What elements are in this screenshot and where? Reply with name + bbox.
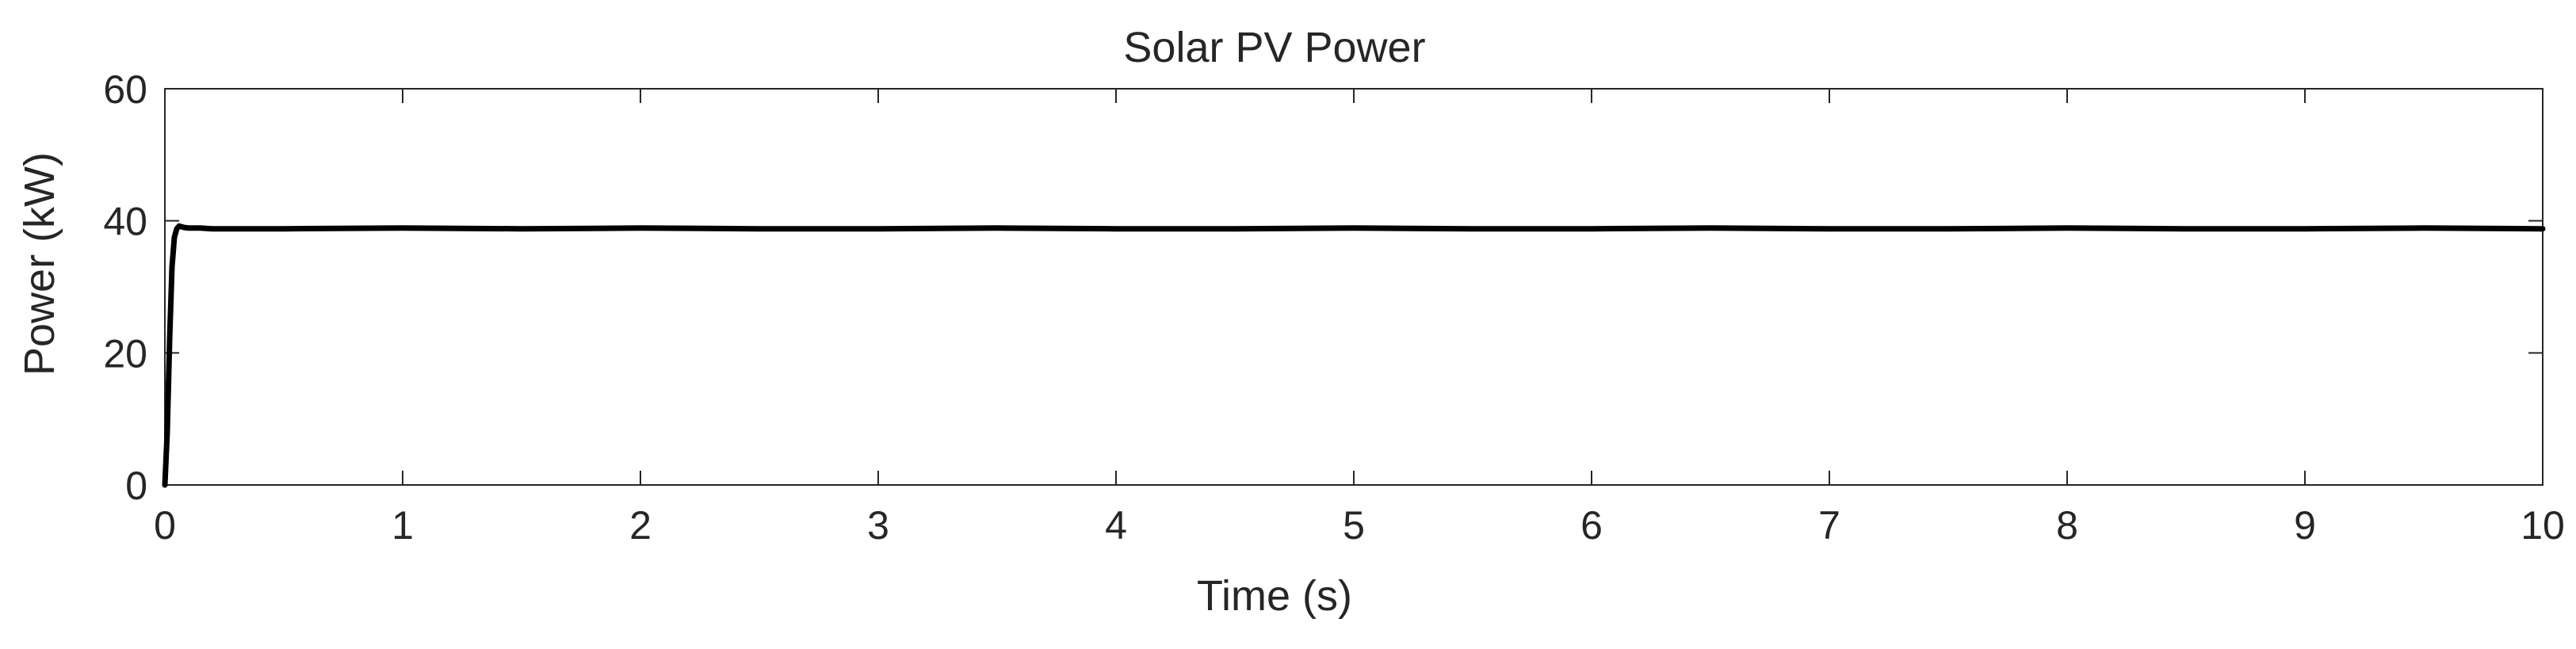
- x-tick-label: 6: [1580, 503, 1603, 548]
- x-tick-label: 3: [867, 503, 889, 548]
- x-tick-label: 8: [2056, 503, 2078, 548]
- x-tick-label: 10: [2521, 503, 2565, 548]
- x-tick-label: 1: [392, 503, 414, 548]
- chart-title: Solar PV Power: [1123, 24, 1425, 71]
- y-axis-label: Power (kW): [16, 152, 63, 376]
- x-tick-label: 4: [1105, 503, 1127, 548]
- x-tick-label: 7: [1818, 503, 1840, 548]
- y-tick-label: 20: [103, 331, 147, 376]
- x-tick-label: 5: [1343, 503, 1365, 548]
- y-tick-label: 60: [103, 67, 147, 112]
- axes-box: [164, 88, 2544, 486]
- y-tick-label: 0: [125, 464, 147, 508]
- x-tick-label: 0: [154, 503, 176, 548]
- y-tick-label: 40: [103, 200, 147, 244]
- plot-area: 0 1 2 3 4 5 6 7 8 9 10 0 20 40 60: [103, 67, 2564, 548]
- series-line-solar-pv-power: [162, 223, 2546, 488]
- x-tick-label: 2: [629, 503, 652, 548]
- x-tick-label: 9: [2294, 503, 2316, 548]
- x-axis-label: Time (s): [1197, 572, 1352, 620]
